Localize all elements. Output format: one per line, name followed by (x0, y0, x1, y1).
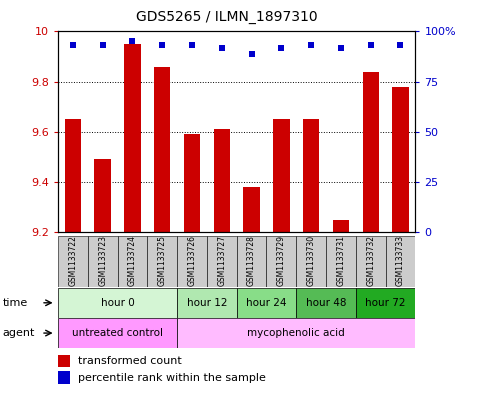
Text: hour 24: hour 24 (246, 298, 287, 308)
Text: GSM1133727: GSM1133727 (217, 235, 226, 286)
Bar (356, 236, 385, 287)
Point (397, 42, 404, 49)
Point (307, 42, 315, 49)
Text: agent: agent (2, 328, 35, 338)
Point (99, 42, 107, 49)
Bar (177, 318, 415, 348)
Bar (154, 66, 170, 232)
Bar (243, 187, 260, 232)
Text: GSM1133724: GSM1133724 (128, 235, 137, 286)
Bar (88, 236, 117, 287)
Bar (385, 236, 415, 287)
Bar (207, 236, 237, 287)
Text: untreated control: untreated control (72, 328, 163, 338)
Text: GSM1133726: GSM1133726 (187, 235, 197, 286)
Bar (333, 220, 349, 232)
Text: time: time (2, 298, 28, 308)
Bar (58, 288, 177, 318)
Bar (267, 236, 296, 287)
Bar (58, 371, 71, 384)
Bar (58, 236, 88, 287)
Text: GSM1133733: GSM1133733 (396, 235, 405, 286)
Text: transformed count: transformed count (78, 356, 182, 366)
Point (367, 42, 375, 49)
Bar (392, 87, 409, 232)
Bar (213, 129, 230, 232)
Text: mycophenolic acid: mycophenolic acid (247, 328, 345, 338)
Point (158, 42, 166, 49)
Bar (184, 134, 200, 232)
Text: hour 48: hour 48 (306, 298, 346, 308)
Point (128, 39, 136, 45)
Bar (117, 236, 147, 287)
Text: GDS5265 / ILMN_1897310: GDS5265 / ILMN_1897310 (136, 10, 318, 24)
Bar (147, 236, 177, 287)
Bar (363, 72, 379, 232)
Bar (65, 119, 81, 232)
Bar (296, 288, 356, 318)
Point (69, 42, 77, 49)
Bar (177, 236, 207, 287)
Text: GSM1133730: GSM1133730 (307, 235, 315, 286)
Text: GSM1133731: GSM1133731 (337, 235, 345, 286)
Bar (58, 354, 71, 367)
Bar (356, 288, 415, 318)
Bar (124, 44, 141, 232)
Bar (237, 288, 296, 318)
Text: GSM1133729: GSM1133729 (277, 235, 286, 286)
Bar (296, 236, 326, 287)
Point (188, 42, 196, 49)
Text: hour 0: hour 0 (100, 298, 134, 308)
Point (218, 44, 226, 51)
Bar (95, 160, 111, 232)
Bar (303, 119, 319, 232)
Bar (177, 288, 237, 318)
Text: GSM1133723: GSM1133723 (98, 235, 107, 286)
Bar (273, 119, 289, 232)
Text: GSM1133722: GSM1133722 (69, 235, 77, 286)
Text: hour 72: hour 72 (365, 298, 406, 308)
Text: GSM1133732: GSM1133732 (366, 235, 375, 286)
Bar (237, 236, 267, 287)
Point (278, 44, 285, 51)
Point (248, 50, 256, 57)
Text: GSM1133728: GSM1133728 (247, 235, 256, 286)
Point (337, 44, 345, 51)
Text: hour 12: hour 12 (186, 298, 227, 308)
Bar (326, 236, 356, 287)
Bar (58, 318, 177, 348)
Text: percentile rank within the sample: percentile rank within the sample (78, 373, 266, 383)
Text: GSM1133725: GSM1133725 (158, 235, 167, 286)
